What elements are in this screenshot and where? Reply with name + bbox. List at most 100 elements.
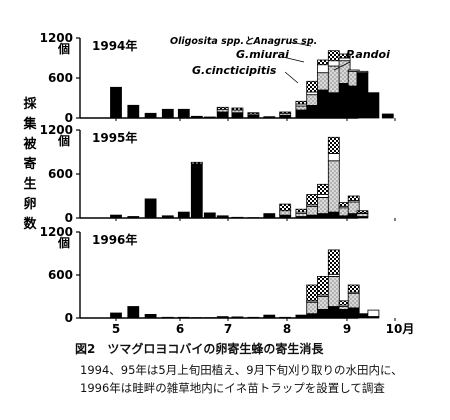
bar-segment <box>231 109 244 114</box>
y-axis-label-char: 寄 <box>23 156 36 172</box>
bar-segment <box>231 112 244 119</box>
bar-segment <box>306 194 319 206</box>
legend-label: G.cincticipitis <box>192 64 277 77</box>
y-axis-label-char: 被 <box>22 136 37 152</box>
bar-segment <box>127 216 140 219</box>
bar-segment <box>177 211 190 219</box>
bar-segment <box>295 100 308 105</box>
bar-segment <box>356 72 369 119</box>
bar-segment <box>317 89 329 119</box>
bar-segment <box>247 114 260 119</box>
legend-label: P.andoi <box>346 48 390 61</box>
bar-segment <box>216 215 229 219</box>
bar-segment <box>216 316 229 319</box>
bar-segment <box>327 65 340 94</box>
bar-segment <box>263 213 276 219</box>
bar-segment <box>279 114 292 119</box>
bar-segment <box>279 214 292 219</box>
bar-segment <box>263 116 276 119</box>
bar-segment <box>279 111 292 114</box>
bar-segment <box>306 301 319 315</box>
caption-line1: 1994、95年は5月上旬田植え、9月下旬刈り取りの水田内に、 <box>80 363 403 377</box>
y-tick-label: 1200 <box>40 31 73 45</box>
bar-segment <box>327 50 340 62</box>
bar-segment <box>347 69 360 72</box>
bar-segment <box>306 214 319 219</box>
bar-segment <box>127 104 140 119</box>
legend-leader <box>333 61 351 71</box>
bar-segment <box>144 313 157 319</box>
y-tick-label: 600 <box>48 167 73 181</box>
bar-segment <box>338 53 351 59</box>
bar-segment <box>306 205 319 216</box>
y-axis-label-char: 卵 <box>23 196 36 212</box>
legend-leader <box>282 56 305 63</box>
unit-label: 個 <box>57 133 70 148</box>
bar-segment <box>190 115 203 119</box>
bar-segment <box>161 316 174 319</box>
y-tick-label: 600 <box>48 268 73 282</box>
bar-segment <box>356 213 369 217</box>
bar-segment <box>231 107 244 111</box>
y-tick-label: 1200 <box>40 123 73 137</box>
bar-segment <box>327 249 340 275</box>
legend-leader <box>289 41 312 47</box>
bar-segment <box>144 112 157 119</box>
bar-segment <box>327 275 340 307</box>
caption-title: 図2 ツマグロヨコバイの卵寄生蜂の寄生消長 <box>75 342 324 356</box>
bar-segment <box>327 60 340 67</box>
bar-segment <box>327 92 340 119</box>
bar-segment <box>279 203 292 212</box>
bar-segment <box>279 210 292 216</box>
y-axis-label-char: 集 <box>22 116 37 132</box>
bar-segment <box>306 94 319 106</box>
bar-segment <box>216 108 229 113</box>
x-tick-label: 9 <box>343 322 351 336</box>
bar-segment <box>295 213 308 217</box>
bar-segment <box>263 314 276 319</box>
bar-segment <box>144 198 157 219</box>
bar-segment <box>216 111 229 119</box>
y-tick-label: 0 <box>65 111 73 125</box>
bar-segment <box>381 113 394 119</box>
bar-segment <box>177 316 190 319</box>
bar-segment <box>367 309 380 317</box>
bar-segment <box>367 92 380 119</box>
bar-segment <box>295 109 308 119</box>
bar-segment <box>279 316 292 319</box>
bar-segment <box>110 312 122 319</box>
legend-label: Oligosita spp.とAnagrus sp. <box>170 36 317 47</box>
bar-segment <box>110 86 122 119</box>
bar-segment <box>216 106 229 110</box>
bar-segment <box>306 284 319 302</box>
bar-segment <box>356 313 369 319</box>
caption-line2: 1996年は畦畔の雑草地内にイネ苗トラップを設置して調査 <box>80 381 385 395</box>
bar-segment <box>317 64 329 74</box>
bar-segment <box>317 59 329 66</box>
bar-segment <box>247 112 260 115</box>
bar-segment <box>317 183 329 196</box>
bar-segment <box>110 214 122 219</box>
bar-segment <box>306 80 319 93</box>
bar-segment <box>203 116 216 119</box>
bar-segment <box>295 314 308 319</box>
x-tick-label: 7 <box>224 322 232 336</box>
bar-segment <box>356 210 369 214</box>
y-tick-label: 0 <box>65 211 73 225</box>
bar-segment <box>177 108 190 119</box>
bar-segment <box>306 104 319 119</box>
bar-segment <box>356 70 369 74</box>
y-axis-label-char: 生 <box>23 176 36 192</box>
bar-segment <box>327 211 340 219</box>
bar-segment <box>161 215 174 219</box>
bars-layer <box>110 50 394 319</box>
bar-segment <box>231 316 244 319</box>
bar-segment <box>306 313 319 319</box>
unit-label: 個 <box>57 41 70 56</box>
bar-segment <box>347 284 360 293</box>
year-label: 1994年 <box>92 38 137 53</box>
x-tick-label: 5 <box>112 322 120 336</box>
bar-segment <box>317 296 329 310</box>
